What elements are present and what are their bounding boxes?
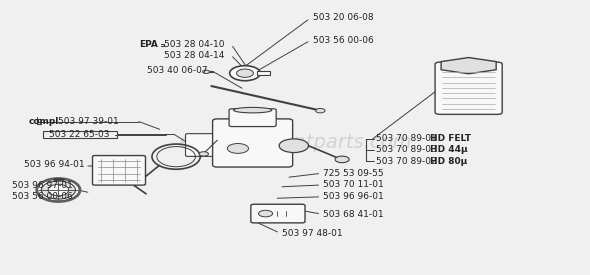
FancyBboxPatch shape: [93, 156, 146, 185]
Text: 503 20 06-08: 503 20 06-08: [313, 13, 373, 22]
Circle shape: [258, 210, 273, 217]
Text: 503 68 41-01: 503 68 41-01: [323, 210, 384, 219]
Text: 503 96 96-01: 503 96 96-01: [323, 192, 384, 201]
Ellipse shape: [230, 66, 260, 81]
Circle shape: [199, 152, 208, 156]
Text: ereplacementparts.com: ereplacementparts.com: [178, 133, 412, 152]
Text: 503 28 04-10: 503 28 04-10: [165, 40, 225, 49]
Text: 503 96 97-01: 503 96 97-01: [12, 181, 73, 190]
FancyBboxPatch shape: [251, 204, 305, 223]
Bar: [257, 71, 270, 75]
FancyBboxPatch shape: [185, 134, 218, 156]
Circle shape: [335, 156, 349, 163]
Text: HD FELT: HD FELT: [430, 134, 471, 143]
Circle shape: [202, 70, 209, 73]
Circle shape: [227, 144, 248, 153]
Text: 503 22 65-03: 503 22 65-03: [49, 130, 110, 139]
Text: 503 97 39-01: 503 97 39-01: [58, 117, 119, 126]
Text: 503 97 48-01: 503 97 48-01: [282, 229, 343, 238]
Text: 503 70 89-03: 503 70 89-03: [376, 145, 437, 154]
Ellipse shape: [37, 179, 80, 201]
Text: 503 56 00-06: 503 56 00-06: [12, 192, 73, 201]
Text: 503 70 89-01: 503 70 89-01: [376, 134, 437, 143]
Ellipse shape: [48, 184, 68, 196]
Text: 503 56 00-06: 503 56 00-06: [313, 36, 373, 45]
Text: EPA: EPA: [139, 40, 158, 49]
Text: 503 70 89-02: 503 70 89-02: [376, 157, 437, 166]
FancyBboxPatch shape: [435, 62, 502, 114]
Text: HD 80μ: HD 80μ: [430, 157, 468, 166]
Text: 503 70 11-01: 503 70 11-01: [323, 180, 384, 189]
Text: compl: compl: [28, 117, 59, 126]
Text: 725 53 09-55: 725 53 09-55: [323, 169, 384, 178]
Circle shape: [316, 109, 325, 113]
Text: HD 44μ: HD 44μ: [430, 145, 468, 154]
Ellipse shape: [234, 108, 272, 113]
Bar: [43, 131, 117, 138]
FancyBboxPatch shape: [229, 109, 276, 126]
FancyBboxPatch shape: [212, 119, 293, 167]
Polygon shape: [441, 57, 496, 74]
Text: 503 28 04-14: 503 28 04-14: [165, 51, 225, 60]
Circle shape: [279, 139, 309, 153]
Text: 503 96 94-01: 503 96 94-01: [24, 160, 85, 169]
Text: 503 40 06-07: 503 40 06-07: [147, 66, 207, 75]
Ellipse shape: [237, 69, 253, 77]
Ellipse shape: [41, 181, 76, 199]
